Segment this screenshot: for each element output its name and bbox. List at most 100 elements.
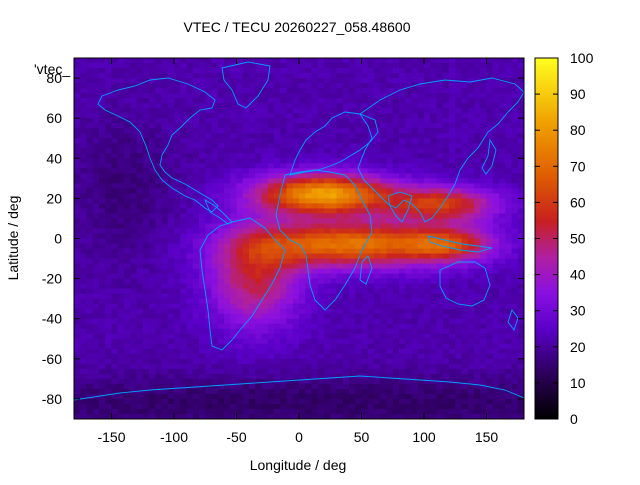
- heatmap-cell: [249, 373, 256, 380]
- heatmap-cell: [517, 208, 524, 214]
- heatmap-cell: [449, 378, 456, 385]
- heatmap-cell: [186, 93, 194, 99]
- heatmap-cell: [236, 253, 244, 259]
- heatmap-cell: [374, 173, 381, 179]
- heatmap-cell: [299, 363, 306, 370]
- heatmap-cell: [436, 303, 444, 310]
- heatmap-cell: [417, 213, 425, 219]
- heatmap-cell: [511, 373, 519, 380]
- heatmap-cell: [180, 398, 187, 405]
- heatmap-cell: [361, 378, 369, 385]
- heatmap-cell: [330, 113, 337, 119]
- heatmap-cell: [449, 363, 456, 370]
- heatmap-cell: [105, 253, 112, 259]
- heatmap-cell: [205, 273, 212, 280]
- heatmap-cell: [299, 318, 306, 325]
- heatmap-cell: [105, 258, 112, 264]
- heatmap-cell: [442, 218, 450, 224]
- heatmap-cell: [86, 198, 94, 204]
- heatmap-cell: [311, 163, 319, 169]
- heatmap-cell: [305, 198, 312, 204]
- heatmap-cell: [305, 378, 312, 385]
- heatmap-cell: [199, 278, 206, 285]
- heatmap-cell: [342, 188, 350, 194]
- heatmap-cell: [380, 148, 387, 154]
- heatmap-cell: [480, 118, 487, 124]
- heatmap-cell: [317, 313, 325, 320]
- heatmap-cell: [486, 193, 494, 199]
- heatmap-cell: [324, 353, 331, 360]
- heatmap-cell: [505, 288, 512, 295]
- heatmap-cell: [192, 158, 200, 164]
- heatmap-cell: [517, 338, 524, 345]
- heatmap-cell: [499, 168, 506, 174]
- heatmap-cell: [267, 278, 275, 285]
- heatmap-cell: [505, 383, 512, 390]
- heatmap-cell: [480, 308, 487, 315]
- heatmap-cell: [336, 283, 344, 290]
- heatmap-cell: [86, 323, 94, 330]
- heatmap-cell: [99, 393, 106, 400]
- heatmap-cell: [355, 58, 362, 64]
- heatmap-cell: [117, 98, 125, 104]
- heatmap-cell: [124, 263, 131, 269]
- heatmap-cell: [386, 278, 394, 285]
- heatmap-cell: [511, 73, 519, 79]
- heatmap-cell: [224, 263, 231, 269]
- heatmap-cell: [80, 328, 87, 335]
- heatmap-cell: [230, 393, 237, 400]
- heatmap-cell: [192, 253, 200, 259]
- heatmap-cell: [180, 393, 187, 400]
- heatmap-cell: [299, 193, 306, 199]
- heatmap-cell: [499, 163, 506, 169]
- heatmap-cell: [267, 218, 275, 224]
- heatmap-cell: [249, 338, 256, 345]
- heatmap-cell: [124, 383, 131, 390]
- heatmap-cell: [155, 378, 162, 385]
- heatmap-cell: [499, 383, 506, 390]
- heatmap-cell: [174, 83, 181, 89]
- heatmap-cell: [517, 83, 524, 89]
- heatmap-cell: [449, 313, 456, 320]
- heatmap-cell: [511, 363, 519, 370]
- heatmap-cell: [99, 163, 106, 169]
- heatmap-cell: [342, 93, 350, 99]
- heatmap-cell: [199, 83, 206, 89]
- heatmap-cell: [149, 88, 156, 94]
- heatmap-cell: [199, 223, 206, 229]
- heatmap-cell: [392, 313, 400, 320]
- heatmap-cell: [386, 313, 394, 320]
- heatmap-cell: [111, 83, 119, 89]
- heatmap-cell: [292, 93, 300, 99]
- heatmap-cell: [230, 58, 237, 64]
- heatmap-cell: [117, 333, 125, 340]
- heatmap-cell: [274, 173, 281, 179]
- heatmap-cell: [474, 73, 481, 79]
- heatmap-cell: [480, 303, 487, 310]
- heatmap-cell: [142, 98, 150, 104]
- heatmap-cell: [492, 323, 500, 330]
- heatmap-cell: [392, 133, 400, 139]
- heatmap-cell: [336, 273, 344, 280]
- heatmap-cell: [274, 68, 281, 74]
- heatmap-cell: [242, 218, 250, 224]
- heatmap-cell: [424, 293, 431, 300]
- heatmap-cell: [224, 268, 231, 274]
- heatmap-cell: [324, 343, 331, 350]
- heatmap-cell: [442, 208, 450, 214]
- heatmap-cell: [74, 193, 81, 199]
- heatmap-cell: [224, 58, 231, 64]
- heatmap-cell: [349, 323, 356, 330]
- heatmap-cell: [180, 303, 187, 310]
- heatmap-cell: [255, 293, 262, 300]
- heatmap-cell: [449, 88, 456, 94]
- heatmap-cell: [224, 273, 231, 280]
- heatmap-cell: [442, 213, 450, 219]
- heatmap-cell: [449, 393, 456, 400]
- heatmap-cell: [349, 398, 356, 405]
- heatmap-cell: [399, 378, 406, 385]
- heatmap-cell: [324, 193, 331, 199]
- heatmap-cell: [292, 168, 300, 174]
- heatmap-cell: [299, 263, 306, 269]
- heatmap-cell: [330, 223, 337, 229]
